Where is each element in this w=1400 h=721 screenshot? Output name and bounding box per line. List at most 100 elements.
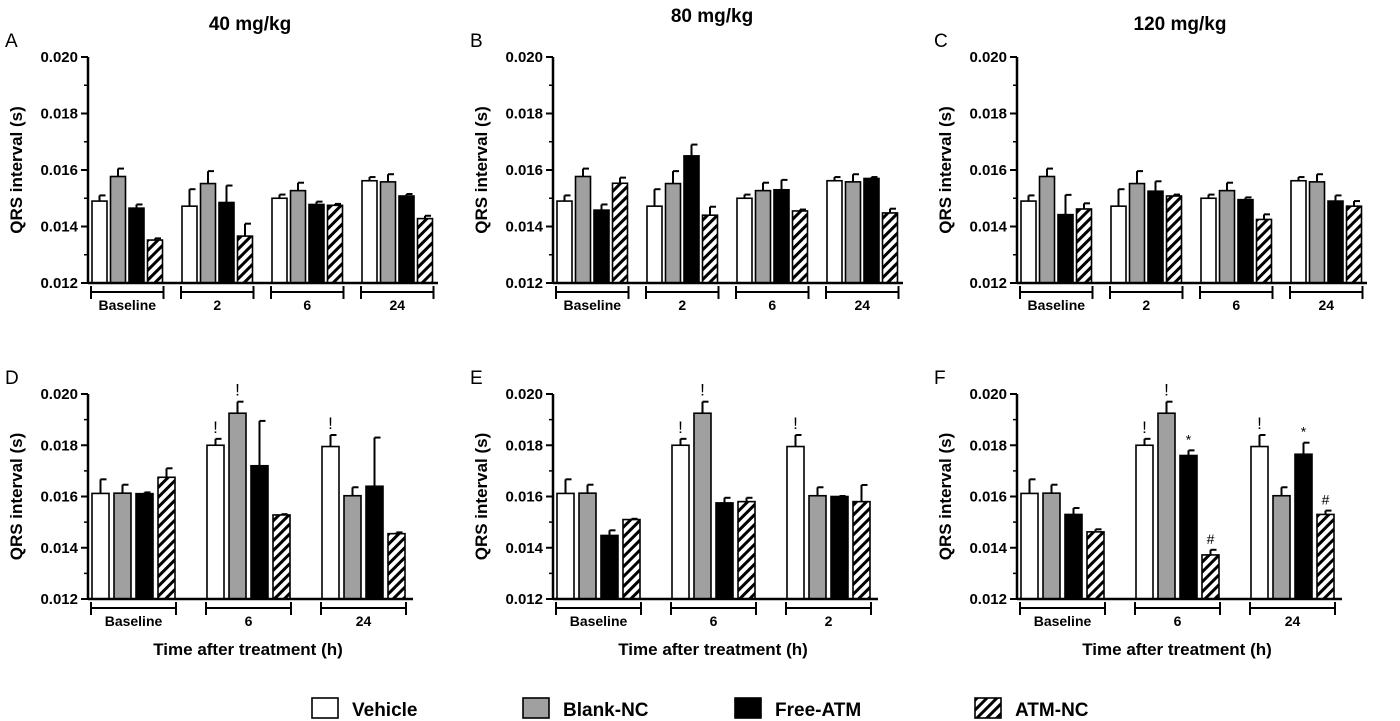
panel-d: D QRS interval (s)!!! 0.012 0.014 0.016 0.018… xyxy=(5,368,413,659)
bar-free-atm xyxy=(135,492,154,600)
bar-free-atm xyxy=(773,188,790,284)
y-tick-label: 0.018 xyxy=(969,106,1007,123)
bar-atm-nc xyxy=(146,239,164,284)
bar-blank-nc xyxy=(1157,412,1176,600)
x-tick-label: 2 xyxy=(678,297,686,313)
bar-free-atm xyxy=(593,209,610,284)
x-axis-label: Time after treatment (h) xyxy=(618,640,808,659)
panel-letter: F xyxy=(934,368,946,389)
x-axis-label: Time after treatment (h) xyxy=(153,640,343,659)
bar-free-atm xyxy=(683,155,700,284)
x-tick-label: 24 xyxy=(1318,297,1334,313)
bar-free-atm xyxy=(1327,200,1344,284)
bar-blank-nc xyxy=(109,175,127,284)
x-tick-label: Baseline xyxy=(563,297,621,313)
y-axis-label: QRS interval (s) xyxy=(472,433,491,561)
significance-mark: * xyxy=(1186,431,1192,447)
bar-free-atm xyxy=(1057,213,1074,284)
bar-blank-nc xyxy=(578,492,597,600)
bar-vehicle xyxy=(786,445,805,600)
bar-free-atm xyxy=(365,485,384,600)
bar-vehicle xyxy=(1020,200,1037,284)
y-tick-label: 0.018 xyxy=(505,437,543,454)
y-tick-label: 0.014 xyxy=(505,540,543,557)
y-tick-label: 0.014 xyxy=(969,540,1007,557)
x-tick-label: 6 xyxy=(1232,297,1240,313)
bar-blank-nc xyxy=(379,181,397,284)
bar-vehicle xyxy=(1290,179,1307,284)
x-tick-label: 24 xyxy=(356,613,372,629)
bar-free-atm xyxy=(250,464,269,600)
legend-swatch-atm-nc xyxy=(974,697,1002,719)
y-tick-label: 0.016 xyxy=(969,489,1007,506)
bar-vehicle xyxy=(1020,492,1039,600)
bar-atm-nc xyxy=(622,518,641,600)
panel-letter: E xyxy=(470,368,483,389)
y-axis-label: QRS interval (s) xyxy=(7,433,26,561)
bar-free-atm xyxy=(218,201,235,284)
bar-blank-nc xyxy=(693,412,712,600)
bar-blank-nc xyxy=(1308,181,1326,284)
bar-blank-nc xyxy=(1042,492,1061,600)
bar-blank-nc xyxy=(754,189,772,284)
y-tick-label: 0.012 xyxy=(969,591,1007,608)
significance-mark: ! xyxy=(235,381,240,400)
bar-atm-nc xyxy=(157,476,176,600)
bar-atm-nc xyxy=(1345,205,1363,284)
x-tick-label: Baseline xyxy=(98,297,156,313)
panel-a: A 40 mg/kg QRS interval (s) 0.012 0.014 0.016… xyxy=(5,14,438,313)
bar-free-atm xyxy=(398,195,415,284)
bar-atm-nc xyxy=(852,500,871,600)
bar-atm-nc xyxy=(387,532,406,600)
significance-mark: * xyxy=(1301,424,1307,440)
x-tick-label: Baseline xyxy=(1027,297,1085,313)
bar-free-atm xyxy=(863,177,880,284)
y-tick-label: 0.014 xyxy=(505,219,543,236)
bar-blank-nc xyxy=(1218,189,1236,284)
bar-free-atm xyxy=(600,534,619,600)
panel-letter: C xyxy=(934,31,948,52)
bar-vehicle xyxy=(321,445,340,600)
bar-vehicle xyxy=(826,179,843,284)
y-tick-label: 0.016 xyxy=(505,162,543,179)
legend: Vehicle Blank-NC Free-ATM ATM-NC xyxy=(311,697,1089,721)
y-tick-label: 0.016 xyxy=(40,489,78,506)
x-tick-label: 6 xyxy=(710,613,718,629)
significance-mark: ! xyxy=(793,414,798,433)
bar-blank-nc xyxy=(844,181,862,284)
x-tick-label: 2 xyxy=(213,297,221,313)
bar-atm-nc xyxy=(1075,208,1093,284)
bar-blank-nc xyxy=(1272,494,1291,600)
bar-atm-nc xyxy=(236,235,254,284)
y-tick-label: 0.020 xyxy=(505,386,543,403)
bar-vehicle xyxy=(556,200,573,284)
bar-vehicle xyxy=(206,444,225,600)
bar-vehicle xyxy=(91,200,108,284)
significance-mark: ! xyxy=(328,414,333,433)
panel-b: B 80 mg/kg QRS interval (s) 0.012 0.014 0.016… xyxy=(470,6,903,313)
legend-swatch-free-atm xyxy=(734,697,762,719)
x-tick-label: 6 xyxy=(768,297,776,313)
bar-atm-nc xyxy=(701,214,719,284)
panel-title: 80 mg/kg xyxy=(671,6,753,27)
y-tick-label: 0.016 xyxy=(40,162,78,179)
bar-free-atm xyxy=(1147,190,1164,284)
legend-swatch-blank-nc xyxy=(522,697,550,719)
bar-blank-nc xyxy=(199,182,217,284)
x-tick-label: 6 xyxy=(245,613,253,629)
y-tick-label: 0.016 xyxy=(505,489,543,506)
bar-blank-nc xyxy=(1128,182,1146,284)
legend-swatch-vehicle xyxy=(311,697,339,719)
y-tick-label: 0.014 xyxy=(969,219,1007,236)
bar-vehicle xyxy=(1200,197,1217,284)
significance-mark: ! xyxy=(1142,418,1147,437)
x-tick-label: Baseline xyxy=(1034,613,1092,629)
panel-e: E QRS interval (s)!!! 0.012 0.014 0.016 0.018… xyxy=(470,368,878,659)
legend-label: Free-ATM xyxy=(775,700,861,721)
x-tick-label: 2 xyxy=(1142,297,1150,313)
panel-f: F QRS interval (s)!!! * * # #0.012 0.014 0.016 0… xyxy=(934,368,1342,659)
y-tick-label: 0.018 xyxy=(969,437,1007,454)
bar-atm-nc xyxy=(881,212,899,284)
significance-mark: # xyxy=(1207,531,1215,547)
